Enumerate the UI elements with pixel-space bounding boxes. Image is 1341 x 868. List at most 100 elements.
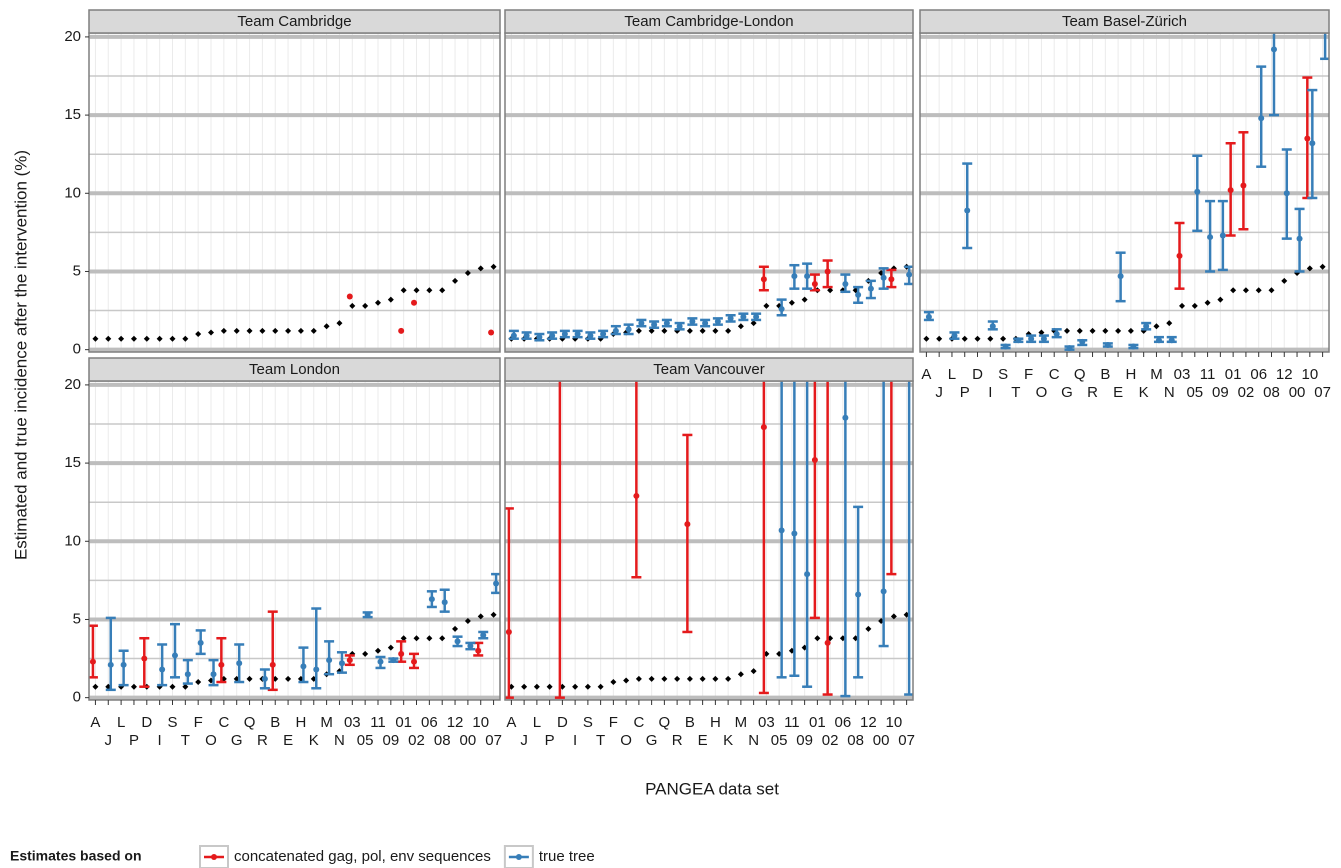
estimate-point xyxy=(218,661,225,668)
x-tick-label: 00 xyxy=(1289,384,1306,401)
x-tick-label: 11 xyxy=(1200,366,1216,383)
estimate-point xyxy=(210,671,217,678)
estimate-point xyxy=(880,588,887,595)
estimate-point xyxy=(475,647,482,654)
estimate-point xyxy=(480,632,487,639)
true-value-point xyxy=(961,335,968,342)
true-value-point xyxy=(220,327,227,334)
x-tick-label: I xyxy=(573,732,577,749)
x-tick-label: G xyxy=(646,732,658,749)
true-value-point xyxy=(374,647,381,654)
true-value-point xyxy=(737,323,744,330)
x-tick-label: T xyxy=(596,732,605,749)
true-value-point xyxy=(297,327,304,334)
true-value-point xyxy=(439,287,446,294)
true-value-point xyxy=(699,675,706,682)
panel-marks xyxy=(505,381,913,699)
true-value-point xyxy=(1230,287,1237,294)
estimate-point xyxy=(1207,234,1214,241)
x-tick-label: R xyxy=(1087,384,1098,401)
true-value-point xyxy=(477,613,484,620)
true-value-point xyxy=(362,302,369,309)
x-tick-label: C xyxy=(218,714,229,731)
estimate-point xyxy=(346,657,353,664)
y-tick-label: 0 xyxy=(73,341,81,358)
x-tick-label: 11 xyxy=(784,714,800,731)
x-tick-label: O xyxy=(205,732,217,749)
true-value-point xyxy=(974,335,981,342)
x-tick-label: R xyxy=(257,732,268,749)
x-tick-label: 06 xyxy=(421,714,438,731)
estimate-point xyxy=(1079,338,1086,345)
panel-title: Team Basel-Zürich xyxy=(1062,13,1187,30)
x-tick-label: P xyxy=(960,384,970,401)
x-tick-label: Q xyxy=(659,714,671,731)
x-tick-label: S xyxy=(167,714,177,731)
x-tick-label: D xyxy=(141,714,152,731)
estimate-point xyxy=(880,274,887,281)
estimate-point xyxy=(428,596,435,603)
true-value-point xyxy=(182,683,189,690)
true-value-point xyxy=(387,296,394,303)
true-value-point xyxy=(1268,287,1275,294)
estimate-point xyxy=(89,658,96,665)
true-value-point xyxy=(259,327,266,334)
true-value-point xyxy=(490,263,497,270)
y-tick-label: 5 xyxy=(73,610,81,627)
true-value-point xyxy=(686,327,693,334)
estimate-point xyxy=(1040,335,1047,342)
true-value-point xyxy=(788,299,795,306)
x-tick-label: L xyxy=(948,366,956,383)
true-value-point xyxy=(118,335,125,342)
true-value-point xyxy=(623,677,630,684)
true-value-point xyxy=(169,683,176,690)
true-value-point xyxy=(1242,287,1249,294)
estimate-point xyxy=(778,305,785,312)
x-tick-label: 10 xyxy=(472,714,489,731)
x-tick-label: 05 xyxy=(357,732,374,749)
panel-title: Team Vancouver xyxy=(653,361,764,378)
estimate-point xyxy=(1117,273,1124,280)
true-value-point xyxy=(336,320,343,327)
x-tick-label: M xyxy=(1150,366,1163,383)
x-tick-label: 10 xyxy=(1301,366,1318,383)
true-value-point xyxy=(1127,327,1134,334)
true-value-point xyxy=(349,302,356,309)
x-tick-label: 06 xyxy=(835,714,852,731)
estimate-point xyxy=(612,327,619,334)
legend-title: Estimates based on xyxy=(10,848,142,864)
estimate-point xyxy=(791,530,798,537)
x-tick-label: 03 xyxy=(344,714,361,731)
estimate-point xyxy=(300,663,307,670)
true-value-point xyxy=(452,625,459,632)
x-tick-label: 03 xyxy=(758,714,775,731)
estimate-point xyxy=(261,675,268,682)
estimate-point xyxy=(159,666,166,673)
true-value-point xyxy=(712,327,719,334)
estimate-point xyxy=(1168,337,1175,344)
x-tick-label: L xyxy=(533,714,541,731)
true-value-point xyxy=(310,327,317,334)
estimate-point xyxy=(587,332,594,339)
true-value-point xyxy=(610,679,617,686)
x-tick-label: H xyxy=(1125,366,1136,383)
true-value-point xyxy=(1063,327,1070,334)
estimate-point xyxy=(760,276,767,283)
estimate-point xyxy=(1143,323,1150,330)
true-value-point xyxy=(725,675,732,682)
x-tick-label: M xyxy=(735,714,748,731)
estimate-point xyxy=(1270,46,1277,53)
estimate-point xyxy=(326,657,333,664)
true-value-point xyxy=(246,675,253,682)
x-tick-label: R xyxy=(672,732,683,749)
true-value-point xyxy=(865,625,872,632)
true-value-point xyxy=(272,327,279,334)
true-value-point xyxy=(1179,302,1186,309)
true-value-point xyxy=(546,683,553,690)
x-tick-label: 06 xyxy=(1250,366,1267,383)
x-tick-label: M xyxy=(320,714,333,731)
strip xyxy=(88,357,501,382)
legend-label: concatenated gag, pol, env sequences xyxy=(234,848,491,865)
true-value-point xyxy=(1000,335,1007,342)
